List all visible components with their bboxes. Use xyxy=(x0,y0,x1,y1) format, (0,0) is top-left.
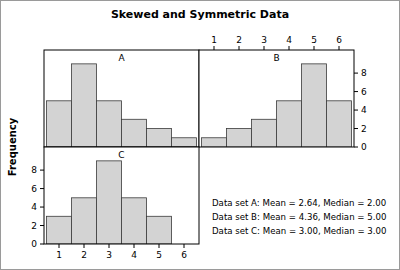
histogram-bar xyxy=(172,138,197,147)
histogram-bar xyxy=(122,198,147,244)
y-tick xyxy=(354,128,358,129)
x-tick xyxy=(84,244,85,248)
y-tick xyxy=(354,73,358,74)
x-tick xyxy=(289,46,290,50)
figure-border xyxy=(1,1,400,270)
y-tick xyxy=(40,170,44,171)
chart-root: Skewed and Symmetric Data Frequency A B 1 2 3 4… xyxy=(0,0,400,270)
x-tick-label: 5 xyxy=(311,35,317,45)
y-tick-label: 0 xyxy=(31,239,37,249)
x-tick-label: 5 xyxy=(156,250,162,260)
annotation: Data set C: Mean = 3.00, Median = 3.00 xyxy=(212,226,386,236)
x-tick-label: 4 xyxy=(286,35,292,45)
histogram-bar xyxy=(302,64,327,147)
panel-frame xyxy=(199,50,354,147)
x-tick xyxy=(314,46,315,50)
y-tick-label: 2 xyxy=(31,221,37,231)
x-tick-label: 2 xyxy=(236,35,242,45)
panel-frame xyxy=(44,147,199,244)
y-tick xyxy=(354,91,358,92)
x-tick xyxy=(184,244,185,248)
x-tick xyxy=(59,244,60,248)
histogram-bar xyxy=(327,101,352,147)
y-tick xyxy=(40,207,44,208)
panel: B 1 2 3 4 5 6 0 2 4 6 8 xyxy=(199,35,367,152)
x-tick-label: 1 xyxy=(211,35,217,45)
x-tick xyxy=(264,46,265,50)
x-tick xyxy=(214,46,215,50)
histogram-bar xyxy=(47,101,72,147)
histogram-bar xyxy=(147,129,172,147)
panel-title: A xyxy=(118,53,125,63)
chart-svg: Skewed and Symmetric Data Frequency A B 1 2 3 4… xyxy=(0,0,400,270)
plot-background xyxy=(44,50,199,147)
y-tick-label: 4 xyxy=(361,105,367,115)
plot-background xyxy=(44,147,199,244)
y-tick xyxy=(354,110,358,111)
histogram-bar xyxy=(72,64,97,147)
histogram-bar xyxy=(97,161,122,244)
x-tick xyxy=(134,244,135,248)
panel-title: C xyxy=(118,150,124,160)
x-tick-label: 4 xyxy=(131,250,137,260)
y-tick-label: 0 xyxy=(361,142,367,152)
marks xyxy=(47,64,197,147)
plot-background xyxy=(199,50,354,147)
y-tick xyxy=(40,188,44,189)
y-tick-label: 6 xyxy=(31,184,37,194)
annotation: Data set A: Mean = 2.64, Median = 2.00 xyxy=(212,198,386,208)
annotation: Data set B: Mean = 4.36, Median = 5.00 xyxy=(212,212,386,222)
x-tick xyxy=(159,244,160,248)
panel-title: B xyxy=(273,53,279,63)
x-tick-label: 2 xyxy=(81,250,87,260)
x-tick-label: 3 xyxy=(261,35,267,45)
y-tick-label: 8 xyxy=(361,68,367,78)
histogram-bar xyxy=(97,101,122,147)
histogram-bar xyxy=(47,216,72,244)
marks xyxy=(202,64,352,147)
y-tick xyxy=(40,225,44,226)
x-tick-label: 1 xyxy=(56,250,62,260)
y-tick xyxy=(354,147,358,148)
title: Skewed and Symmetric Data xyxy=(111,8,289,21)
histogram-bar xyxy=(277,101,302,147)
histogram-bar xyxy=(147,216,172,244)
y-tick-label: 2 xyxy=(361,124,367,134)
histogram-bar xyxy=(227,129,252,147)
marks xyxy=(47,161,172,244)
page: {"title": "Skewed and Symmetric Data", "… xyxy=(0,0,400,270)
histogram-bar xyxy=(202,138,227,147)
x-tick-label: 6 xyxy=(336,35,342,45)
x-tick xyxy=(239,46,240,50)
histogram-bar xyxy=(252,119,277,147)
histogram-bar xyxy=(122,119,147,147)
x-tick-label: 6 xyxy=(181,250,187,260)
x-tick xyxy=(339,46,340,50)
y-tick-label: 6 xyxy=(361,87,367,97)
panel-frame xyxy=(44,50,199,147)
x-tick-label: 3 xyxy=(106,250,112,260)
y-tick-label: 4 xyxy=(31,202,37,212)
histogram-bar xyxy=(72,198,97,244)
panel: A xyxy=(44,50,199,147)
y-tick xyxy=(40,244,44,245)
y-tick-label: 8 xyxy=(31,165,37,175)
x-tick xyxy=(109,244,110,248)
y-axis-label: Frequency xyxy=(7,117,18,176)
panel: C 1 2 3 4 5 6 0 2 4 6 8 xyxy=(31,147,199,260)
